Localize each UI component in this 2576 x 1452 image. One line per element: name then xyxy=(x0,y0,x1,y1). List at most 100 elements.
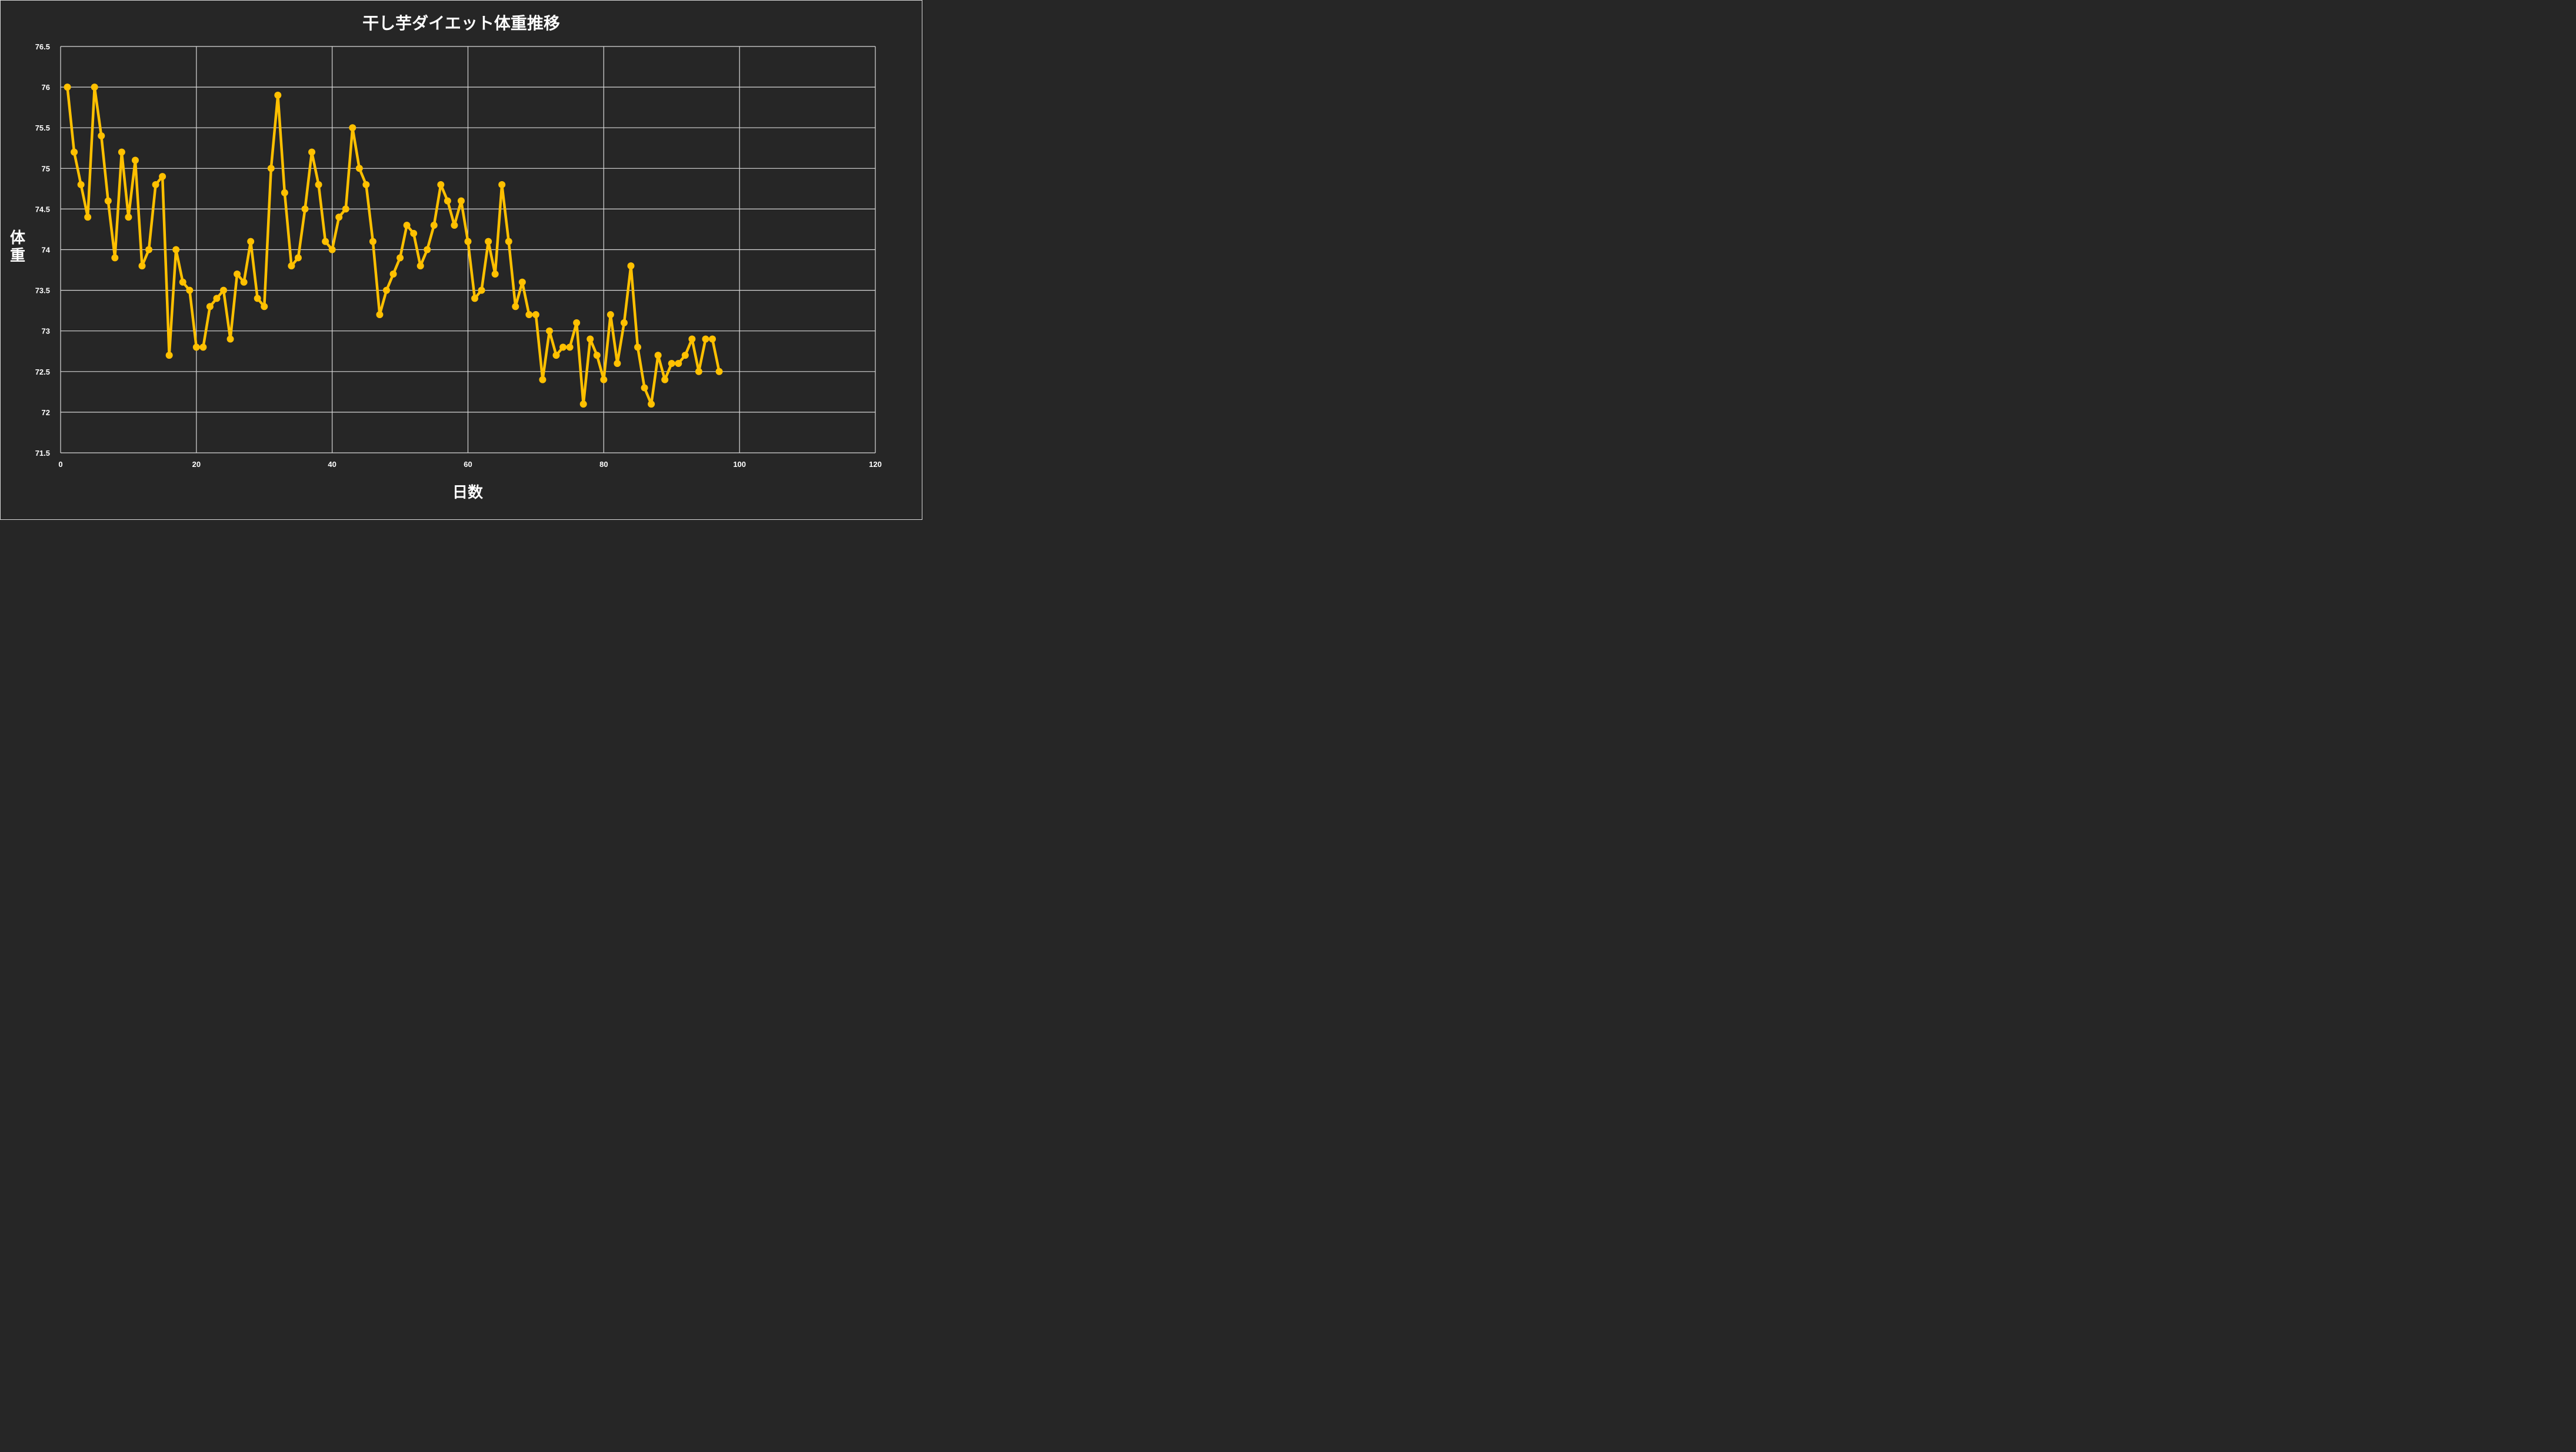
data-point-marker xyxy=(111,254,119,262)
data-point-marker xyxy=(566,343,574,351)
data-point-marker xyxy=(91,84,98,91)
data-point-marker xyxy=(614,359,621,367)
y-tick-label: 73.5 xyxy=(35,286,50,295)
data-point-marker xyxy=(491,270,499,278)
data-point-marker xyxy=(627,262,635,270)
data-point-marker xyxy=(294,254,302,262)
data-point-marker xyxy=(328,246,336,253)
y-tick-label: 74 xyxy=(42,246,51,255)
y-tick-label: 75 xyxy=(42,164,50,173)
data-point-marker xyxy=(485,238,492,245)
data-point-marker xyxy=(620,319,628,326)
data-point-marker xyxy=(457,197,465,205)
data-point-marker xyxy=(410,229,418,237)
data-point-marker xyxy=(159,173,166,181)
data-point-marker xyxy=(416,262,424,270)
data-point-marker xyxy=(464,238,472,245)
y-tick-label: 72 xyxy=(42,408,50,417)
data-point-marker xyxy=(424,246,431,253)
data-point-marker xyxy=(138,262,146,270)
data-point-marker xyxy=(315,181,322,188)
y-tick-label: 75.5 xyxy=(35,123,50,132)
data-point-marker xyxy=(668,359,675,367)
data-point-marker xyxy=(247,238,255,245)
data-point-marker xyxy=(573,319,581,326)
x-axis-label: 日数 xyxy=(452,484,483,502)
x-tick-label: 120 xyxy=(869,460,882,469)
data-point-marker xyxy=(342,205,349,213)
data-point-marker xyxy=(634,343,642,351)
y-tick-label: 71.5 xyxy=(35,449,50,458)
x-tick-label: 60 xyxy=(464,460,472,469)
x-tick-label: 40 xyxy=(328,460,336,469)
data-point-marker xyxy=(451,222,458,229)
data-point-marker xyxy=(267,165,275,172)
data-point-marker xyxy=(349,124,356,132)
data-point-marker xyxy=(437,181,445,188)
data-point-marker xyxy=(688,335,696,343)
y-tick-label: 74.5 xyxy=(35,205,50,213)
data-point-marker xyxy=(226,335,234,343)
plot-area: 71.5 72 72.5 73 73.5 74 74.5 75 75.5 76 76.5 0 20 40… xyxy=(35,42,882,469)
data-point-marker xyxy=(145,246,153,253)
data-point-marker xyxy=(552,352,560,359)
data-point-marker xyxy=(213,295,221,302)
data-point-marker xyxy=(355,165,363,172)
data-point-marker xyxy=(77,181,85,188)
data-point-marker xyxy=(274,91,282,99)
data-point-marker xyxy=(539,376,546,383)
x-tick-label: 20 xyxy=(192,460,201,469)
x-tick-label: 80 xyxy=(599,460,608,469)
data-point-marker xyxy=(206,303,214,311)
data-point-marker xyxy=(322,238,329,245)
data-point-marker xyxy=(709,335,716,343)
chart-title: 干し芋ダイエット体重推移 xyxy=(362,14,560,33)
data-point-marker xyxy=(654,352,662,359)
data-point-marker xyxy=(518,278,526,286)
data-point-marker xyxy=(240,278,248,286)
data-point-marker xyxy=(586,335,594,343)
y-tick-label: 76 xyxy=(42,83,50,92)
data-point-marker xyxy=(281,189,288,196)
data-point-marker xyxy=(695,368,702,375)
data-point-marker xyxy=(220,286,227,294)
weight-series xyxy=(64,84,723,408)
data-point-marker xyxy=(512,303,519,311)
data-point-marker xyxy=(559,343,567,351)
data-point-marker xyxy=(498,181,506,188)
y-axis-label: 体重 xyxy=(9,229,25,265)
data-point-marker xyxy=(335,213,343,221)
data-point-marker xyxy=(383,286,390,294)
data-point-marker xyxy=(661,376,669,383)
data-point-marker xyxy=(648,400,655,408)
data-point-marker xyxy=(681,352,689,359)
data-point-marker xyxy=(430,222,438,229)
data-point-marker xyxy=(254,295,261,302)
y-tick-label: 76.5 xyxy=(35,42,50,51)
y-tick-label: 72.5 xyxy=(35,368,50,376)
chart-frame xyxy=(0,0,922,520)
x-tick-label: 0 xyxy=(58,460,62,469)
data-point-marker xyxy=(125,213,132,221)
series-line xyxy=(66,85,721,406)
y-axis-ticks: 71.5 72 72.5 73 73.5 74 74.5 75 75.5 76 76.5 xyxy=(35,42,51,458)
data-point-marker xyxy=(389,270,397,278)
data-point-marker xyxy=(234,270,241,278)
data-point-marker xyxy=(471,295,479,302)
data-point-marker xyxy=(403,222,411,229)
data-point-marker xyxy=(71,148,78,156)
data-point-marker xyxy=(152,181,159,188)
data-point-marker xyxy=(532,311,539,319)
data-point-marker xyxy=(288,262,295,270)
data-point-marker xyxy=(478,286,485,294)
data-point-marker xyxy=(525,311,533,319)
data-point-marker xyxy=(702,335,709,343)
data-point-marker xyxy=(179,278,186,286)
data-point-marker xyxy=(104,197,112,205)
data-point-marker xyxy=(186,286,194,294)
x-tick-label: 100 xyxy=(733,460,746,469)
data-point-marker xyxy=(261,303,268,311)
data-point-marker xyxy=(308,148,316,156)
data-point-marker xyxy=(505,238,512,245)
data-point-marker xyxy=(192,343,200,351)
